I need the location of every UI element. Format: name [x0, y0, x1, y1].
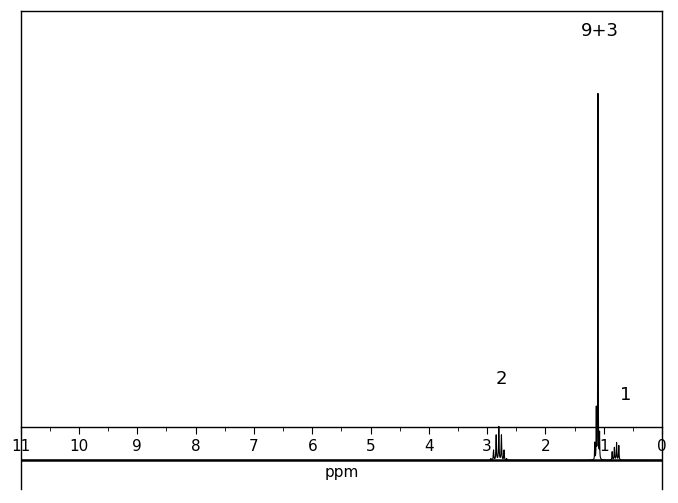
X-axis label: ppm: ppm [324, 465, 359, 480]
Text: 9+3: 9+3 [580, 22, 619, 40]
Text: 2: 2 [496, 370, 508, 388]
Text: 1: 1 [620, 386, 632, 404]
